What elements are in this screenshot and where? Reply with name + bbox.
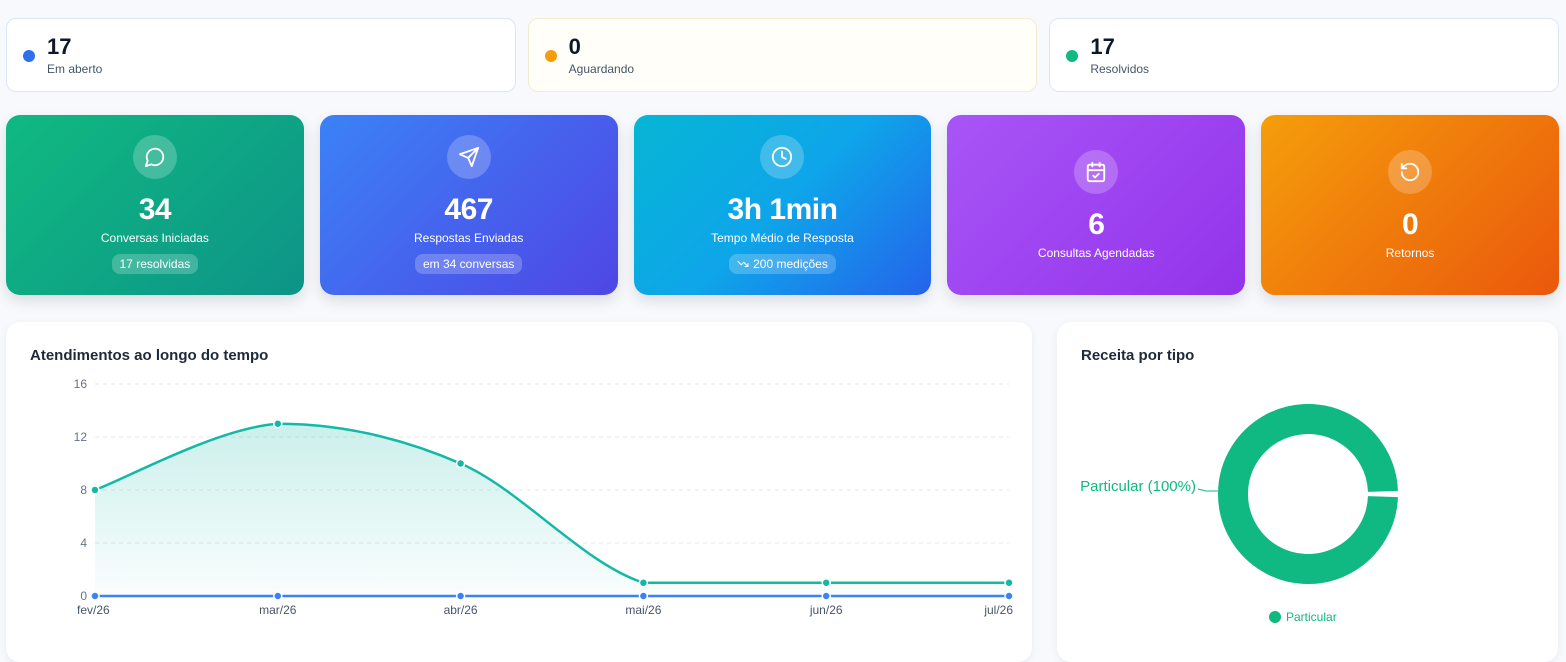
revenue-donut-chart[interactable]: Particular (100%) Particular <box>1057 322 1558 649</box>
data-point <box>821 591 831 601</box>
slice-label: Particular (100%) <box>1080 478 1196 495</box>
data-point <box>1004 591 1014 601</box>
y-tick-label: 8 <box>80 483 87 497</box>
attendance-line-chart[interactable]: 0 4 8 12 16 fev/26 mar/26 abr/26 mai/26 jun/26 jul… <box>6 322 1032 649</box>
kpi-badge: 200 medições <box>729 254 836 274</box>
data-point <box>1004 578 1014 588</box>
kpi-value: 6 <box>1088 208 1105 241</box>
kpi-value: 467 <box>444 193 493 226</box>
kpi-value: 0 <box>1401 208 1419 241</box>
status-value: 17 <box>47 33 72 59</box>
slice-label-line <box>1197 488 1218 492</box>
kpi-row: 34 Conversas Iniciadas 17 resolvidas 467… <box>6 115 1559 295</box>
status-label: Resolvidos <box>1090 61 1150 76</box>
kpi-label: Respostas Enviadas <box>413 231 524 245</box>
x-tick-label: fev/26 <box>77 603 110 617</box>
kpi-value: 34 <box>138 193 172 226</box>
data-point <box>455 591 466 601</box>
data-point <box>638 578 649 588</box>
status-value: 17 <box>1090 33 1115 59</box>
x-tick-label: jul/26 <box>983 603 1013 617</box>
legend-label: Particular <box>1286 610 1337 624</box>
kpi-label: Conversas Iniciadas <box>100 231 209 245</box>
revenue-chart-panel: Receita por tipo Particular (100%) Partic… <box>1057 322 1558 662</box>
series-line <box>94 422 1009 584</box>
message-circle-icon <box>132 135 177 179</box>
kpi-label: Consultas Agendadas <box>1037 246 1155 260</box>
x-tick-label: mai/26 <box>625 603 661 617</box>
x-tick-label: abr/26 <box>444 603 478 617</box>
y-tick-label: 0 <box>80 589 87 603</box>
send-icon <box>446 135 491 179</box>
status-dot <box>1066 50 1079 62</box>
kpi-card-responses[interactable]: 467 Respostas Enviadas em 34 conversas <box>319 115 618 295</box>
status-summary-row: 17 Em aberto 0 Aguardando 17 Resolvidos <box>6 18 1560 92</box>
trending-down-icon <box>737 261 749 267</box>
kpi-card-appointments[interactable]: 6 Consultas Agendadas <box>947 115 1246 295</box>
kpi-label: Retornos <box>1385 246 1435 260</box>
chart-title: Receita por tipo <box>1081 347 1195 364</box>
status-label: Em aberto <box>47 61 103 76</box>
pie-slice <box>1218 404 1398 584</box>
y-tick-label: 12 <box>74 430 88 444</box>
kpi-card-returns[interactable]: 0 Retornos <box>1261 115 1559 295</box>
status-dot <box>23 50 35 62</box>
chart-title: Atendimentos ao longo do tempo <box>30 347 269 364</box>
area-fill <box>95 423 1009 596</box>
kpi-card-conversations[interactable]: 34 Conversas Iniciadas 17 resolvidas <box>6 115 304 295</box>
kpi-badge-text: 200 medições <box>753 257 828 271</box>
data-point <box>90 485 100 495</box>
data-point <box>273 591 283 601</box>
calendar-check-icon <box>1074 150 1119 194</box>
x-tick-label: jun/26 <box>809 603 843 617</box>
y-tick-label: 16 <box>74 377 88 391</box>
kpi-badge: 17 resolvidas <box>111 254 199 274</box>
data-point <box>638 591 649 601</box>
y-tick-label: 4 <box>80 536 87 550</box>
status-value: 0 <box>568 33 581 59</box>
attendance-chart-panel: Atendimentos ao longo do tempo 0 4 8 12 16 fe… <box>6 322 1032 662</box>
kpi-value: 3h 1min <box>727 193 838 226</box>
status-label: Aguardando <box>568 61 635 76</box>
data-point <box>821 578 831 588</box>
data-point <box>273 419 283 429</box>
clock-icon <box>760 135 805 179</box>
status-dot <box>544 50 557 62</box>
legend-swatch <box>1269 611 1281 623</box>
status-card-open[interactable]: 17 Em aberto <box>6 18 516 92</box>
kpi-badge-text: 17 resolvidas <box>119 257 191 271</box>
kpi-label: Tempo Médio de Resposta <box>711 231 854 245</box>
kpi-badge: em 34 conversas <box>415 254 523 274</box>
status-card-waiting[interactable]: 0 Aguardando <box>527 18 1038 92</box>
status-card-resolved[interactable]: 17 Resolvidos <box>1049 18 1560 92</box>
data-point <box>455 458 466 469</box>
kpi-badge-text: em 34 conversas <box>423 257 515 271</box>
kpi-card-response-time[interactable]: 3h 1min Tempo Médio de Resposta 200 medi… <box>633 115 932 295</box>
rotate-ccw-icon <box>1388 150 1433 194</box>
x-tick-label: mar/26 <box>259 603 297 617</box>
data-point <box>90 591 100 601</box>
